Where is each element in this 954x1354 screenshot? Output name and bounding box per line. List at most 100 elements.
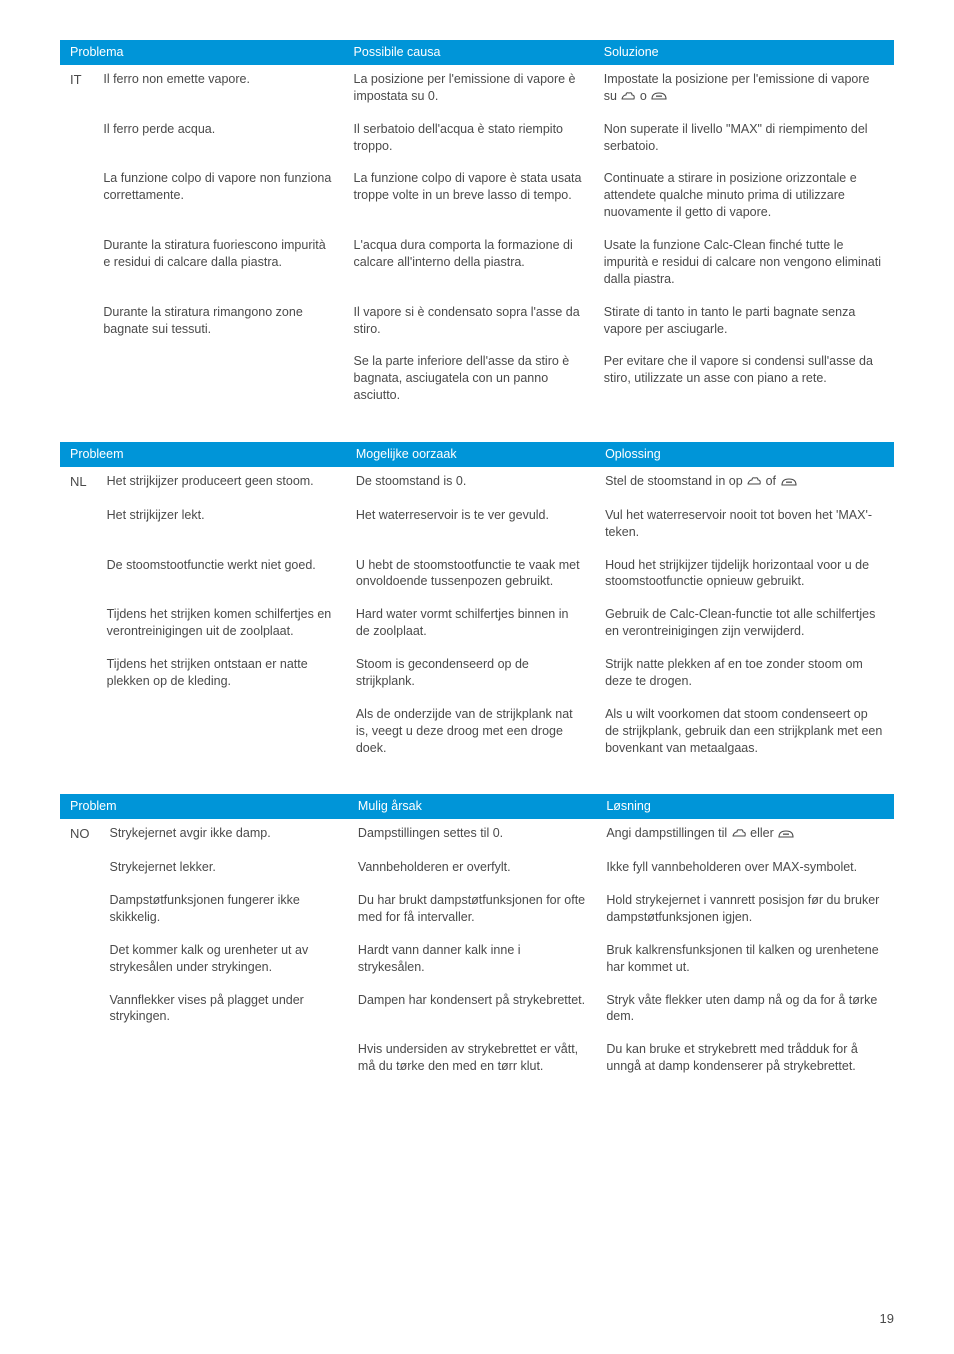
table-header-cell: Oplossing (595, 442, 894, 467)
problem-cell: Strykejernet avgir ikke damp. (100, 819, 348, 853)
table-row: Durante la stiratura fuoriescono impurit… (60, 231, 894, 298)
problem-cell: Vannflekker vises på plagget under stryk… (100, 986, 348, 1036)
cause-cell: Dampen har kondensert på strykebrettet. (348, 986, 596, 1036)
empty-cell (60, 986, 100, 1036)
table-row: Strykejernet lekker.Vannbeholderen er ov… (60, 853, 894, 886)
problem-cell: La funzione colpo di vapore non funziona… (93, 164, 343, 231)
troubleshooting-table: ProbleemMogelijke oorzaakOplossingNLHet … (60, 442, 894, 766)
troubleshooting-table: ProblemaPossibile causaSoluzioneITIl fer… (60, 40, 894, 414)
cause-cell: La funzione colpo di vapore è stata usat… (344, 164, 594, 231)
solution-cell: Continuate a stirare in posizione orizzo… (594, 164, 894, 231)
problem-cell: Tijdens het strijken ontstaan er natte p… (97, 650, 346, 700)
table-row: Il ferro perde acqua.Il serbatoio dell'a… (60, 115, 894, 165)
solution-cell: Strijk natte plekken af en toe zonder st… (595, 650, 894, 700)
table-row: Als de onderzijde van de strijkplank nat… (60, 700, 894, 767)
table-row: Tijdens het strijken ontstaan er natte p… (60, 650, 894, 700)
table-header: ProblemaPossibile causaSoluzione (60, 40, 894, 65)
empty-cell (60, 501, 97, 551)
table-row: Het strijkijzer lekt.Het waterreservoir … (60, 501, 894, 551)
problem-cell: Dampstøtfunksjonen fungerer ikke skikkel… (100, 886, 348, 936)
table-row: Dampstøtfunksjonen fungerer ikke skikkel… (60, 886, 894, 936)
problem-cell: Het strijkijzer lekt. (97, 501, 346, 551)
cause-cell: Hard water vormt schilfertjes binnen in … (346, 600, 595, 650)
language-code-cell: IT (60, 65, 93, 115)
problem-cell: Strykejernet lekker. (100, 853, 348, 886)
table-row: Durante la stiratura rimangono zone bagn… (60, 298, 894, 348)
cause-cell: Als de onderzijde van de strijkplank nat… (346, 700, 595, 767)
language-code-cell: NO (60, 819, 100, 853)
cause-cell: U hebt de stoomstootfunctie te vaak met … (346, 551, 595, 601)
solution-cell: Hold strykejernet i vannrett posisjon fø… (596, 886, 894, 936)
problem-cell: Il ferro perde acqua. (93, 115, 343, 165)
table-header: ProbleemMogelijke oorzaakOplossing (60, 442, 894, 467)
solution-cell: Stirate di tanto in tanto le parti bagna… (594, 298, 894, 348)
table-header-cell: Problema (60, 40, 344, 65)
solution-cell: Gebruik de Calc-Clean-functie tot alle s… (595, 600, 894, 650)
solution-cell: Stryk våte flekker uten damp nå og da fo… (596, 986, 894, 1036)
solution-cell: Du kan bruke et strykebrett med trådduk … (596, 1035, 894, 1085)
solution-cell: Houd het strijkijzer tijdelijk horizonta… (595, 551, 894, 601)
language-code-cell: NL (60, 467, 97, 501)
cause-cell: Dampstillingen settes til 0. (348, 819, 596, 853)
problem-cell (93, 347, 343, 414)
solution-cell: Angi dampstillingen til eller (596, 819, 894, 853)
table-row: Hvis undersiden av strykebrettet er vått… (60, 1035, 894, 1085)
table-row: ITIl ferro non emette vapore.La posizion… (60, 65, 894, 115)
cause-cell: Du har brukt dampstøtfunksjonen for ofte… (348, 886, 596, 936)
empty-cell (60, 936, 100, 986)
solution-cell: Impostate la posizione per l'emissione d… (594, 65, 894, 115)
cause-cell: Stoom is gecondenseerd op de strijkplank… (346, 650, 595, 700)
empty-cell (60, 347, 93, 414)
table-header-cell: Løsning (596, 794, 894, 819)
page-number: 19 (880, 1311, 894, 1326)
solution-cell: Stel de stoomstand in op of (595, 467, 894, 501)
table-row: NLHet strijkijzer produceert geen stoom.… (60, 467, 894, 501)
table-header-cell: Soluzione (594, 40, 894, 65)
problem-cell (97, 700, 346, 767)
table-header-cell: Mulig årsak (348, 794, 596, 819)
problem-cell: Durante la stiratura fuoriescono impurit… (93, 231, 343, 298)
problem-cell: Durante la stiratura rimangono zone bagn… (93, 298, 343, 348)
solution-cell: Ikke fyll vannbeholderen over MAX-symbol… (596, 853, 894, 886)
empty-cell (60, 164, 93, 231)
empty-cell (60, 700, 97, 767)
solution-cell: Per evitare che il vapore si condensi su… (594, 347, 894, 414)
problem-cell: De stoomstootfunctie werkt niet goed. (97, 551, 346, 601)
table-row: Tijdens het strijken komen schilfertjes … (60, 600, 894, 650)
cause-cell: La posizione per l'emissione di vapore è… (344, 65, 594, 115)
cause-cell: Hardt vann danner kalk inne i strykesåle… (348, 936, 596, 986)
table-row: De stoomstootfunctie werkt niet goed.U h… (60, 551, 894, 601)
solution-cell: Bruk kalkrensfunksjonen til kalken og ur… (596, 936, 894, 986)
cause-cell: De stoomstand is 0. (346, 467, 595, 501)
empty-cell (60, 1035, 100, 1085)
empty-cell (60, 650, 97, 700)
cause-cell: L'acqua dura comporta la formazione di c… (344, 231, 594, 298)
table-row: NOStrykejernet avgir ikke damp.Dampstill… (60, 819, 894, 853)
empty-cell (60, 853, 100, 886)
problem-cell: Het strijkijzer produceert geen stoom. (97, 467, 346, 501)
table-row: Se la parte inferiore dell'asse da stiro… (60, 347, 894, 414)
table-header-cell: Mogelijke oorzaak (346, 442, 595, 467)
cause-cell: Het waterreservoir is te ver gevuld. (346, 501, 595, 551)
cause-cell: Vannbeholderen er overfylt. (348, 853, 596, 886)
empty-cell (60, 600, 97, 650)
cause-cell: Se la parte inferiore dell'asse da stiro… (344, 347, 594, 414)
problem-cell: Il ferro non emette vapore. (93, 65, 343, 115)
cause-cell: Hvis undersiden av strykebrettet er vått… (348, 1035, 596, 1085)
table: ProbleemMogelijke oorzaakOplossingNLHet … (60, 442, 894, 766)
problem-cell (100, 1035, 348, 1085)
table-row: Vannflekker vises på plagget under stryk… (60, 986, 894, 1036)
table: ProblemMulig årsakLøsningNOStrykejernet … (60, 794, 894, 1085)
solution-cell: Usate la funzione Calc-Clean finché tutt… (594, 231, 894, 298)
empty-cell (60, 298, 93, 348)
solution-cell: Vul het waterreservoir nooit tot boven h… (595, 501, 894, 551)
page-content: ProblemaPossibile causaSoluzioneITIl fer… (60, 40, 894, 1085)
troubleshooting-table: ProblemMulig årsakLøsningNOStrykejernet … (60, 794, 894, 1085)
cause-cell: Il vapore si è condensato sopra l'asse d… (344, 298, 594, 348)
table-header-cell: Problem (60, 794, 348, 819)
table-row: Det kommer kalk og urenheter ut av stryk… (60, 936, 894, 986)
table-row: La funzione colpo di vapore non funziona… (60, 164, 894, 231)
empty-cell (60, 231, 93, 298)
empty-cell (60, 551, 97, 601)
table-header-cell: Probleem (60, 442, 346, 467)
